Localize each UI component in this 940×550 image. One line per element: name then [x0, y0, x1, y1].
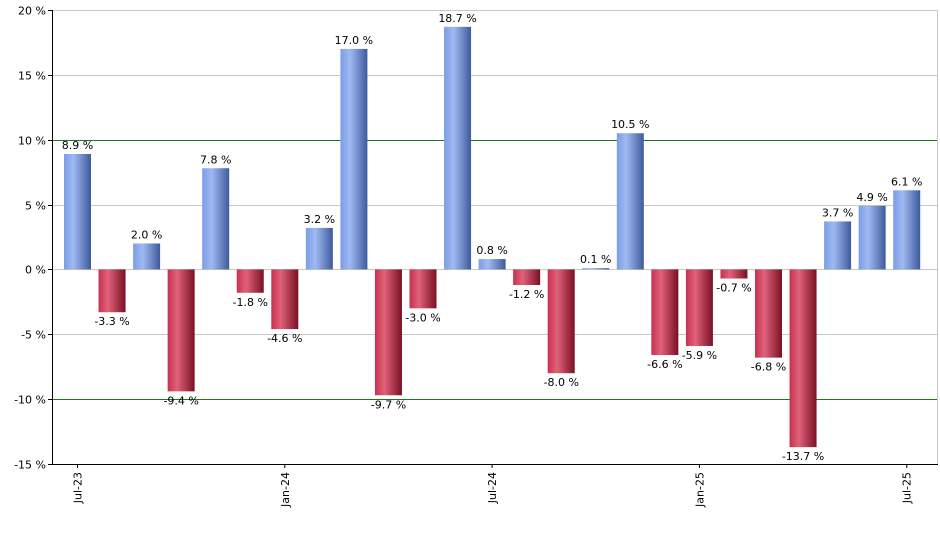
bar: [651, 269, 679, 356]
bar: [893, 190, 921, 270]
y-tick-label: 20 %: [18, 5, 46, 18]
bar: [858, 205, 886, 270]
data-label: 2.0 %: [131, 228, 162, 241]
bar: [616, 133, 644, 270]
bars: [64, 26, 921, 448]
y-axis-tick-labels: 20 % 15 % 10 % 5 % 0 % -5 % -10 % -15 %: [14, 5, 46, 472]
y-tick-label: -10 %: [14, 394, 46, 407]
y-tick-label: 15 %: [18, 70, 46, 83]
bar: [685, 269, 713, 346]
data-label: -1.2 %: [509, 288, 544, 301]
bar: [340, 48, 368, 270]
data-label: -3.0 %: [405, 311, 440, 324]
x-tick-label: Jan-24: [279, 472, 292, 508]
data-label: 10.5 %: [611, 118, 649, 131]
x-tick-label: Jan-25: [693, 472, 706, 508]
data-label: -3.3 %: [94, 315, 129, 328]
bar: [374, 269, 402, 396]
y-tick-label: 5 %: [25, 200, 46, 213]
data-label: -6.6 %: [647, 358, 682, 371]
data-label: 0.1 %: [580, 253, 611, 266]
bar: [133, 243, 161, 270]
data-label: -8.0 %: [543, 376, 578, 389]
bar: [98, 269, 126, 313]
bar: [478, 259, 506, 270]
bar: [513, 269, 541, 285]
data-label: 7.8 %: [200, 153, 231, 166]
data-label: -5.9 %: [682, 349, 717, 362]
data-label: 8.9 %: [62, 139, 93, 152]
data-labels: 8.9 % -3.3 % 2.0 % -9.4 % 7.8 % -1.8 % -4.6 % 3…: [62, 12, 923, 463]
bar: [824, 221, 852, 270]
data-label: -9.7 %: [371, 398, 406, 411]
bar: [582, 268, 610, 270]
bar: [236, 269, 264, 293]
data-label: -9.4 %: [163, 394, 198, 407]
data-label: 3.2 %: [304, 213, 335, 226]
bar: [305, 227, 333, 270]
bar: [755, 269, 782, 358]
x-tick-label: Jul-25: [901, 472, 914, 504]
y-tick-label: 10 %: [18, 135, 46, 148]
y-tick-label: -15 %: [14, 459, 46, 472]
x-axis-tick-labels: Jul-23 Jan-24 Jul-24 Jan-25 Jul-25: [72, 472, 914, 508]
x-tick-label: Jul-23: [72, 472, 85, 504]
bar: [64, 153, 91, 270]
data-label: 18.7 %: [438, 12, 476, 25]
data-label: 3.7 %: [822, 206, 853, 219]
y-tick-label: -5 %: [21, 329, 46, 342]
data-label: 6.1 %: [891, 175, 922, 188]
data-label: -4.6 %: [267, 332, 302, 345]
data-label: 0.8 %: [476, 244, 507, 257]
bar: [271, 269, 299, 330]
data-label: 17.0 %: [335, 34, 373, 47]
grid-lines: [52, 10, 938, 465]
bar: [547, 269, 575, 374]
bar: [167, 269, 195, 392]
data-label: -1.8 %: [233, 296, 268, 309]
bar: [202, 168, 230, 270]
x-tick-label: Jul-24: [486, 472, 499, 504]
data-label: -6.8 %: [751, 361, 786, 374]
bar: [720, 269, 748, 279]
data-label: -0.7 %: [716, 282, 751, 295]
bar: [409, 269, 437, 309]
data-label: -13.7 %: [782, 450, 824, 463]
data-label: 4.9 %: [856, 191, 887, 204]
bar: [789, 269, 817, 448]
bar: [444, 26, 472, 270]
y-tick-label: 0 %: [25, 264, 46, 277]
axes: [48, 10, 938, 468]
